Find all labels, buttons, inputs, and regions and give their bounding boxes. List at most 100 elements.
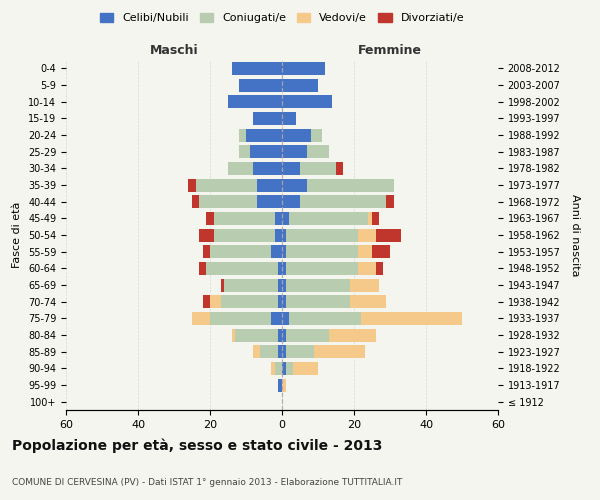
Bar: [350, 295, 386, 308]
Bar: [286, 362, 293, 375]
Bar: [253, 112, 282, 125]
Bar: [282, 362, 286, 375]
Bar: [314, 345, 365, 358]
Bar: [257, 195, 282, 208]
Bar: [289, 312, 361, 325]
Bar: [300, 162, 336, 175]
Bar: [214, 212, 275, 225]
Bar: [282, 228, 286, 241]
Bar: [368, 212, 372, 225]
Bar: [286, 228, 358, 241]
Bar: [250, 145, 282, 158]
Bar: [282, 328, 286, 342]
Bar: [278, 295, 282, 308]
Bar: [275, 362, 282, 375]
Bar: [282, 345, 286, 358]
Bar: [376, 228, 401, 241]
Bar: [286, 295, 350, 308]
Text: Femmine: Femmine: [358, 44, 422, 57]
Bar: [358, 228, 376, 241]
Bar: [282, 378, 286, 392]
Bar: [232, 62, 282, 75]
Bar: [376, 262, 383, 275]
Y-axis label: Fasce di età: Fasce di età: [13, 202, 22, 268]
Bar: [282, 145, 307, 158]
Bar: [260, 345, 278, 358]
Bar: [271, 245, 282, 258]
Bar: [228, 95, 282, 108]
Bar: [358, 245, 372, 258]
Bar: [199, 262, 206, 275]
Bar: [282, 78, 318, 92]
Bar: [235, 328, 278, 342]
Bar: [232, 328, 235, 342]
Bar: [282, 162, 300, 175]
Bar: [361, 312, 462, 325]
Bar: [282, 312, 289, 325]
Bar: [203, 295, 210, 308]
Bar: [210, 295, 221, 308]
Bar: [278, 345, 282, 358]
Bar: [282, 278, 286, 291]
Bar: [257, 178, 282, 192]
Bar: [350, 278, 379, 291]
Bar: [358, 262, 376, 275]
Bar: [271, 362, 275, 375]
Legend: Celibi/Nubili, Coniugati/e, Vedovi/e, Divorziati/e: Celibi/Nubili, Coniugati/e, Vedovi/e, Di…: [95, 8, 469, 28]
Bar: [239, 78, 282, 92]
Bar: [224, 278, 278, 291]
Bar: [282, 95, 332, 108]
Bar: [214, 228, 275, 241]
Bar: [253, 162, 282, 175]
Bar: [282, 212, 289, 225]
Y-axis label: Anni di nascita: Anni di nascita: [570, 194, 580, 276]
Bar: [311, 128, 322, 141]
Bar: [192, 312, 210, 325]
Bar: [286, 278, 350, 291]
Bar: [329, 328, 376, 342]
Bar: [221, 295, 278, 308]
Bar: [203, 245, 210, 258]
Bar: [282, 195, 300, 208]
Bar: [286, 328, 329, 342]
Bar: [286, 262, 358, 275]
Bar: [336, 162, 343, 175]
Bar: [372, 245, 390, 258]
Bar: [282, 245, 286, 258]
Bar: [188, 178, 196, 192]
Bar: [246, 128, 282, 141]
Bar: [282, 262, 286, 275]
Bar: [275, 228, 282, 241]
Bar: [239, 128, 246, 141]
Bar: [282, 112, 296, 125]
Bar: [307, 178, 394, 192]
Bar: [282, 128, 311, 141]
Bar: [307, 145, 329, 158]
Bar: [286, 345, 314, 358]
Bar: [289, 212, 368, 225]
Text: Popolazione per età, sesso e stato civile - 2013: Popolazione per età, sesso e stato civil…: [12, 438, 382, 453]
Bar: [199, 228, 214, 241]
Bar: [228, 162, 253, 175]
Bar: [199, 195, 257, 208]
Bar: [221, 278, 224, 291]
Bar: [372, 212, 379, 225]
Bar: [192, 195, 199, 208]
Bar: [300, 195, 386, 208]
Text: COMUNE DI CERVESINA (PV) - Dati ISTAT 1° gennaio 2013 - Elaborazione TUTTITALIA.: COMUNE DI CERVESINA (PV) - Dati ISTAT 1°…: [12, 478, 403, 487]
Bar: [253, 345, 260, 358]
Bar: [293, 362, 318, 375]
Bar: [282, 62, 325, 75]
Bar: [206, 212, 214, 225]
Bar: [271, 312, 282, 325]
Bar: [386, 195, 394, 208]
Bar: [282, 178, 307, 192]
Bar: [286, 245, 358, 258]
Bar: [275, 212, 282, 225]
Bar: [210, 312, 271, 325]
Bar: [278, 262, 282, 275]
Bar: [278, 378, 282, 392]
Bar: [282, 295, 286, 308]
Bar: [278, 328, 282, 342]
Bar: [239, 145, 250, 158]
